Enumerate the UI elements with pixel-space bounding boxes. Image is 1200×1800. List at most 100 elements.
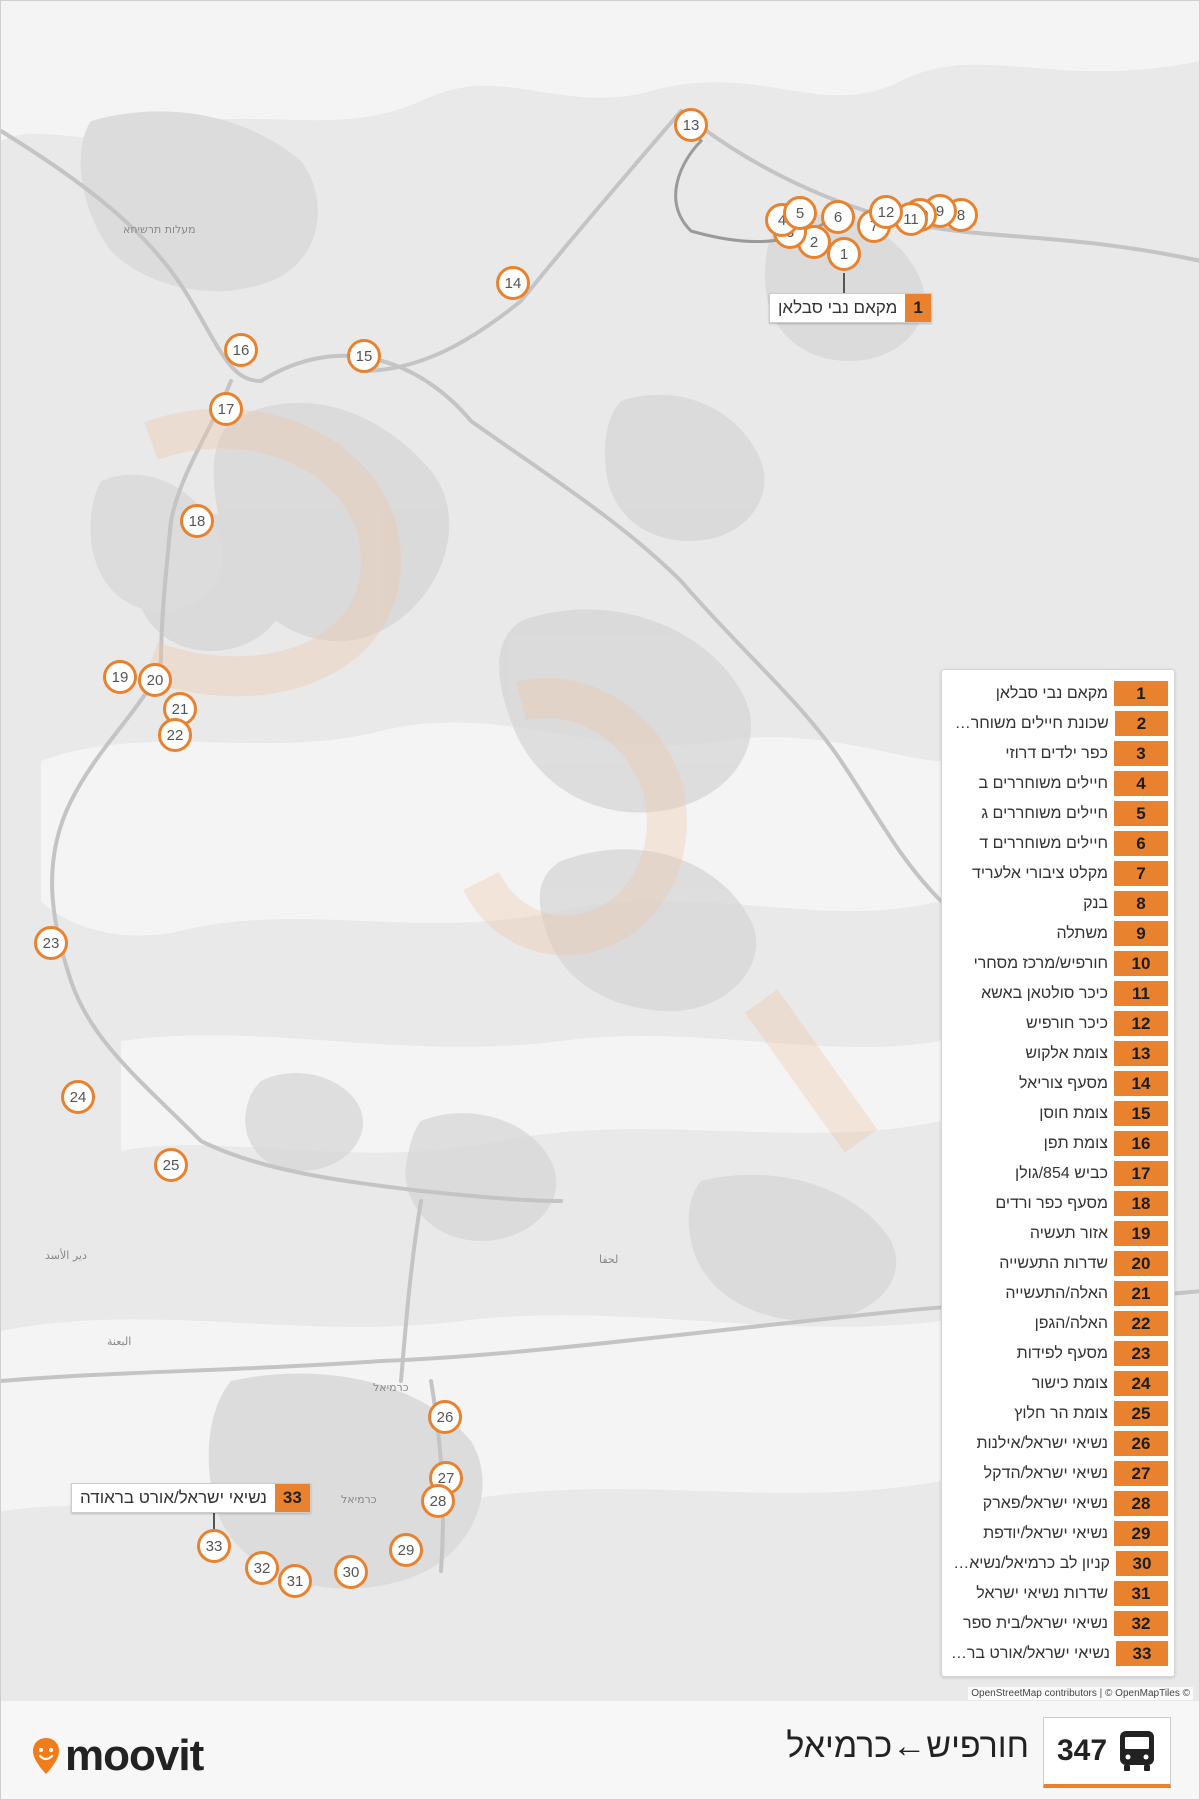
legend-row[interactable]: נשיאי ישראל/אילנות 26 [950,1430,1168,1457]
stop-marker[interactable]: 24 [61,1080,95,1114]
brand-name: moovit [65,1731,204,1780]
legend-stop-name: מקלט ציבורי אלעריד [972,864,1108,882]
legend-row[interactable]: נשיאי ישראל/בית ספר 32 [950,1610,1168,1637]
legend-row[interactable]: אזור תעשיה 19 [950,1220,1168,1247]
stop-marker[interactable]: 19 [103,660,137,694]
legend-stop-number: 10 [1114,951,1168,976]
stop-marker[interactable]: 31 [278,1564,312,1598]
route-title: חורפיש←כרמיאל [786,1727,1029,1765]
stop-marker[interactable]: 14 [496,266,530,300]
legend-stop-number: 3 [1114,741,1168,766]
legend-row[interactable]: נשיאי ישראל/הדקל 27 [950,1460,1168,1487]
legend-row[interactable]: מקלט ציבורי אלעריד 7 [950,860,1168,887]
stop-marker[interactable]: 20 [138,663,172,697]
legend-row[interactable]: צומת הר חלוץ 25 [950,1400,1168,1427]
legend-stop-number: 27 [1114,1461,1168,1486]
place-label-deir-al-asad: دير الأسد [45,1249,87,1262]
stop-marker[interactable]: 1 [827,237,861,271]
callout-first-stop[interactable]: מקאם נבי סבלאן 1 [769,293,932,323]
legend-stop-name: נשיאי ישראל/אורט בראודה [950,1644,1110,1662]
legend-stop-name: כביש 854/גולן [1015,1164,1108,1182]
legend-stop-name: צומת כישור [1031,1374,1108,1392]
legend-stop-number: 28 [1114,1491,1168,1516]
legend-row[interactable]: שדרות התעשייה 20 [950,1250,1168,1277]
legend-stop-number: 6 [1114,831,1168,856]
legend-row[interactable]: חיילים משוחררים ב 4 [950,770,1168,797]
legend-row[interactable]: כיכר חורפיש 12 [950,1010,1168,1037]
legend-row[interactable]: מסעף לפידות 23 [950,1340,1168,1367]
legend-stop-number: 26 [1114,1431,1168,1456]
stop-marker[interactable]: 28 [421,1484,455,1518]
legend-stop-name: נשיאי ישראל/הדקל [983,1464,1108,1482]
legend-row[interactable]: קניון לב כרמיאל/נשיאי ישראל 30 [950,1550,1168,1577]
stop-marker[interactable]: 16 [224,333,258,367]
legend-row[interactable]: כיכר סולטאן באשא 11 [950,980,1168,1007]
legend-row[interactable]: צומת כישור 24 [950,1370,1168,1397]
stop-marker[interactable]: 6 [821,200,855,234]
place-label-lachfa: لحفا [599,1253,619,1266]
legend-row[interactable]: נשיאי ישראל/אורט בראודה 33 [950,1640,1168,1667]
legend-stop-number: 1 [1114,681,1168,706]
legend-row[interactable]: שכונת חיילים משוחררים 2 [950,710,1168,737]
stop-marker[interactable]: 33 [197,1529,231,1563]
legend-row[interactable]: צומת אלקוש 13 [950,1040,1168,1067]
legend-stop-name: מקאם נבי סבלאן [995,684,1108,702]
legend-stop-number: 11 [1114,981,1168,1006]
legend-row[interactable]: נשיאי ישראל/יודפת 29 [950,1520,1168,1547]
legend-row[interactable]: האלה/הגפן 22 [950,1310,1168,1337]
place-label-karmiel: כרמיאל [341,1493,377,1506]
stop-marker[interactable]: 12 [869,195,903,229]
legend-row[interactable]: מסעף צוריאל 14 [950,1070,1168,1097]
stop-marker[interactable]: 29 [389,1533,423,1567]
legend-row[interactable]: משתלה 9 [950,920,1168,947]
legend-stop-number: 7 [1114,861,1168,886]
legend-stop-name: כיכר חורפיש [1026,1014,1108,1032]
legend-stop-number: 21 [1114,1281,1168,1306]
legend-row[interactable]: שדרות נשיאי ישראל 31 [950,1580,1168,1607]
legend-row[interactable]: מסעף כפר ורדים 18 [950,1190,1168,1217]
legend-stop-name: נשיאי ישראל/יודפת [983,1524,1108,1542]
stop-marker[interactable]: 13 [674,108,708,142]
legend-stop-number: 29 [1114,1521,1168,1546]
stop-marker[interactable]: 32 [245,1551,279,1585]
route-map[interactable]: מעלות תרשיחא دير الأسد البعنة כרמיאל כרמ… [1,1,1199,1701]
legend-stop-number: 25 [1114,1401,1168,1426]
callout-stem [213,1511,215,1529]
legend-stop-number: 18 [1114,1191,1168,1216]
legend-stop-number: 32 [1114,1611,1168,1636]
legend-row[interactable]: חיילים משוחררים ג 5 [950,800,1168,827]
place-label-maalot: מעלות תרשיחא [123,223,196,236]
legend-stop-number: 30 [1116,1551,1168,1576]
stop-marker[interactable]: 5 [783,196,817,230]
legend-stop-name: מסעף לפידות [1016,1344,1108,1362]
stop-marker[interactable]: 17 [209,392,243,426]
legend-stop-name: שכונת חיילים משוחררים [950,714,1109,732]
callout-last-stop[interactable]: נשיאי ישראל/אורט בראודה 33 [71,1483,311,1513]
legend-stop-name: נשיאי ישראל/בית ספר [963,1614,1108,1632]
map-attribution[interactable]: OpenStreetMap contributors | © OpenMapTi… [968,1687,1193,1700]
legend-row[interactable]: צומת חוסן 15 [950,1100,1168,1127]
legend-row[interactable]: חיילים משוחררים ד 6 [950,830,1168,857]
legend-row[interactable]: מקאם נבי סבלאן 1 [950,680,1168,707]
stop-marker[interactable]: 23 [34,926,68,960]
legend-stop-name: נשיאי ישראל/פארק [982,1494,1108,1512]
stop-marker[interactable]: 26 [428,1400,462,1434]
legend-row[interactable]: בנק 8 [950,890,1168,917]
legend-row[interactable]: האלה/התעשייה 21 [950,1280,1168,1307]
legend-row[interactable]: כפר ילדים דרוזי 3 [950,740,1168,767]
stop-marker[interactable]: 18 [180,504,214,538]
legend-row[interactable]: צומת תפן 16 [950,1130,1168,1157]
legend-row[interactable]: כביש 854/גולן 17 [950,1160,1168,1187]
legend-row[interactable]: נשיאי ישראל/פארק 28 [950,1490,1168,1517]
callout-stop-number: 33 [274,1484,310,1512]
stop-marker[interactable]: 30 [334,1555,368,1589]
legend-row[interactable]: חורפיש/מרכז מסחרי 10 [950,950,1168,977]
legend-stop-number: 17 [1114,1161,1168,1186]
stop-marker[interactable]: 25 [154,1148,188,1182]
stop-marker[interactable]: 15 [347,339,381,373]
route-badge: 347 [1043,1717,1171,1788]
legend-stop-number: 14 [1114,1071,1168,1096]
legend-stop-name: צומת הר חלוץ [1014,1404,1108,1422]
place-label-biina: البعنة [107,1335,132,1348]
stop-marker[interactable]: 22 [158,718,192,752]
